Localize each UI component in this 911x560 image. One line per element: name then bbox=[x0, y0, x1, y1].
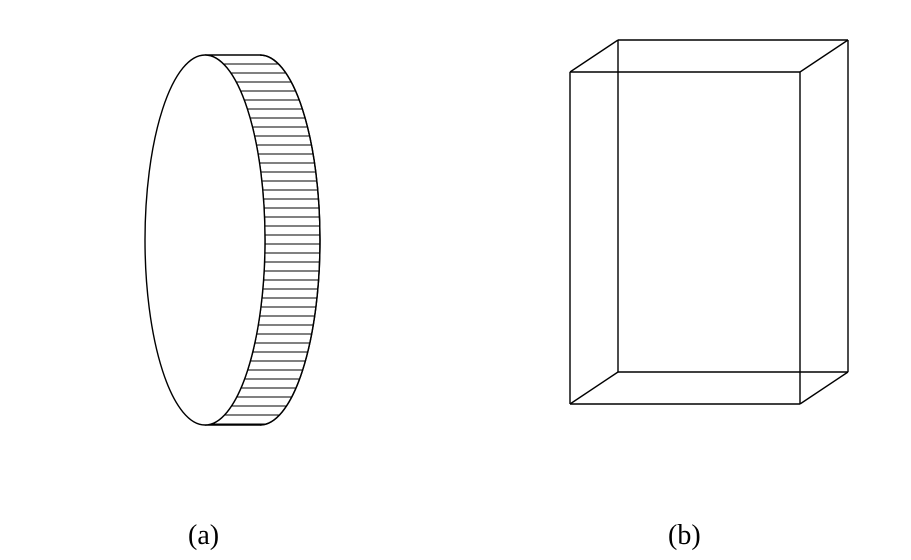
caption-b: (b) bbox=[668, 520, 701, 552]
cylinder-disk bbox=[145, 55, 320, 425]
wireframe-box bbox=[570, 40, 848, 404]
diagram-canvas bbox=[0, 0, 911, 560]
cylinder-front-face bbox=[145, 55, 265, 425]
caption-a: (a) bbox=[188, 520, 219, 552]
